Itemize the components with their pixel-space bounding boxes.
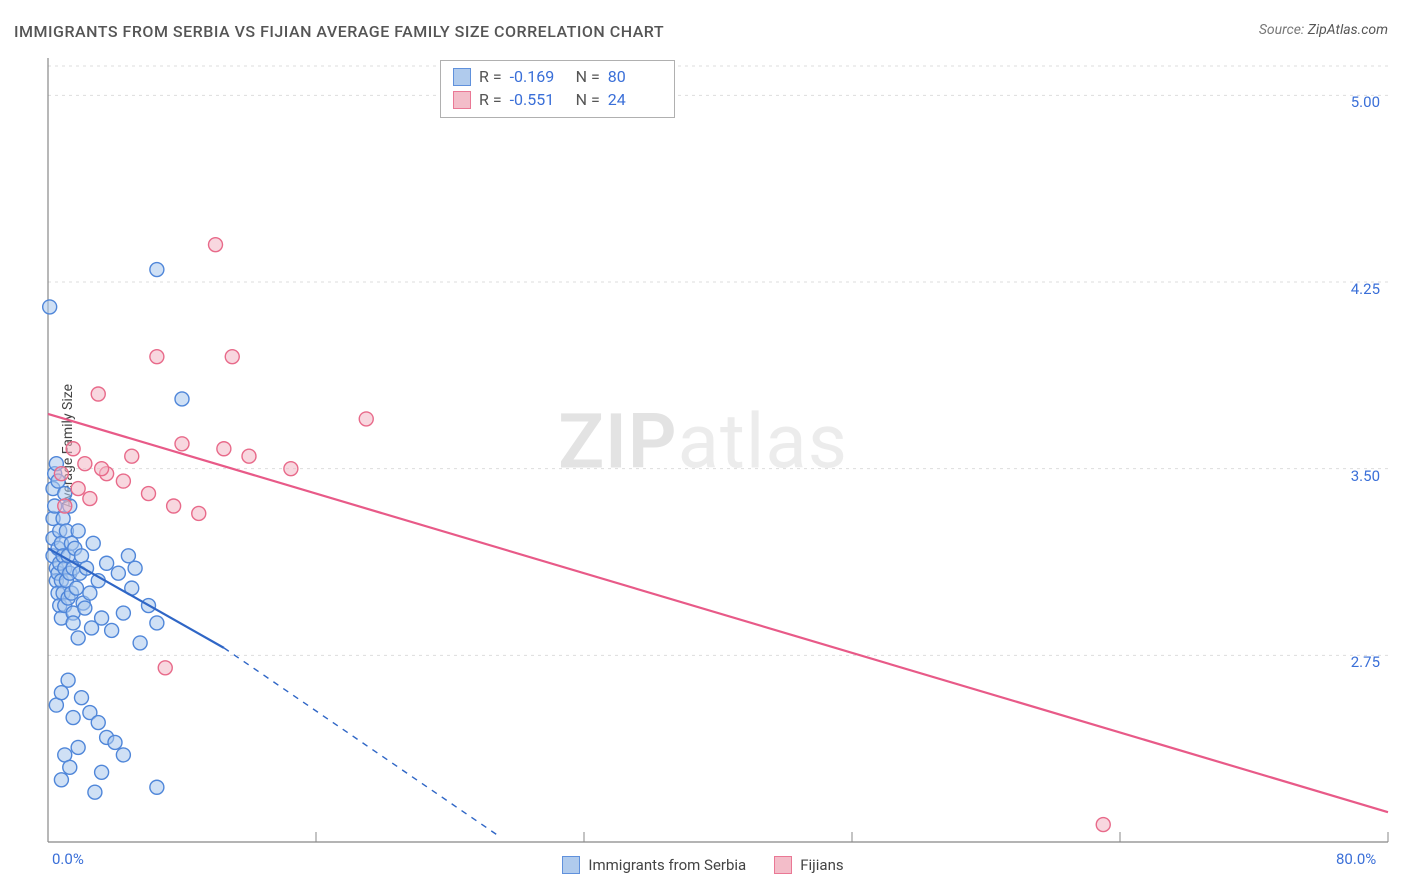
swatch-fijians: [453, 91, 471, 109]
legend-label-fijians: Fijians: [800, 856, 843, 874]
stat-N-serbia: 80: [608, 67, 662, 86]
y-tick-label: 2.75: [1330, 653, 1380, 671]
legend-swatch-fijians: [774, 856, 792, 874]
legend-label-serbia: Immigrants from Serbia: [588, 856, 746, 874]
legend-swatch-serbia: [562, 856, 580, 874]
stat-N-fijians: 24: [608, 90, 662, 109]
stats-row-fijians: R = -0.551 N = 24: [453, 88, 662, 111]
stats-legend-box: R = -0.169 N = 80 R = -0.551 N = 24: [440, 60, 675, 118]
stat-R-fijians: -0.551: [510, 90, 564, 109]
x-axis-min-label: 0.0%: [52, 850, 84, 868]
correlation-chart: [0, 0, 1406, 892]
y-tick-label: 3.50: [1330, 467, 1380, 485]
stat-N-label: N =: [572, 90, 600, 109]
y-tick-label: 4.25: [1330, 280, 1380, 298]
y-tick-label: 5.00: [1330, 93, 1380, 111]
legend-item-serbia: Immigrants from Serbia: [562, 856, 746, 874]
stat-R-serbia: -0.169: [510, 67, 564, 86]
legend-item-fijians: Fijians: [774, 856, 843, 874]
stats-row-serbia: R = -0.169 N = 80: [453, 65, 662, 88]
x-axis-max-label: 80.0%: [1336, 850, 1376, 868]
stat-R-label: R =: [479, 67, 502, 86]
stat-R-label: R =: [479, 90, 502, 109]
swatch-serbia: [453, 68, 471, 86]
stat-N-label: N =: [572, 67, 600, 86]
bottom-legend: Immigrants from Serbia Fijians: [0, 856, 1406, 874]
